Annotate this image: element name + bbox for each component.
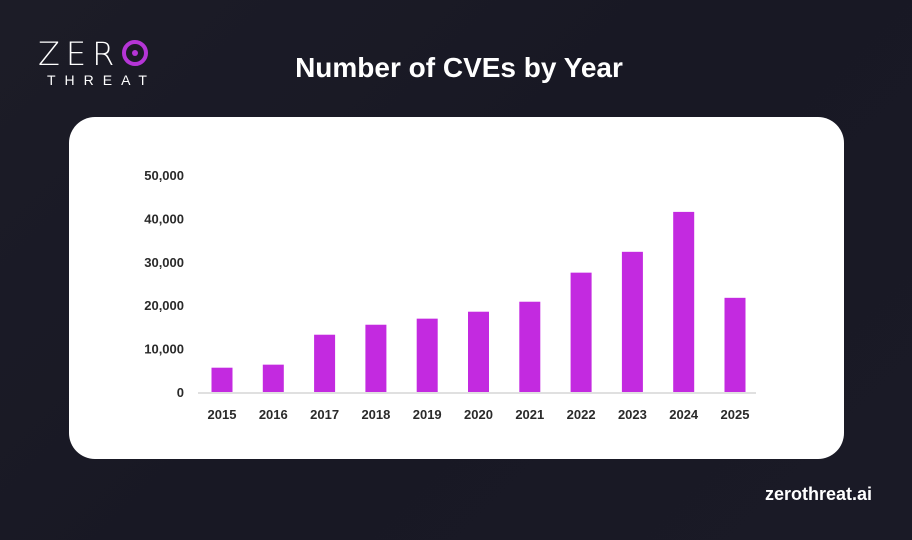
logo-text: ZER	[38, 35, 121, 73]
bar-2021	[519, 301, 541, 392]
bar-2019	[416, 318, 438, 392]
footer-site-link[interactable]: zerothreat.ai	[764, 484, 872, 504]
y-tick-label: 20,000	[144, 298, 184, 313]
x-tick-label: 2025	[721, 407, 750, 422]
x-tick-label: 2017	[310, 407, 339, 422]
x-tick-label: 2022	[567, 407, 596, 422]
bar-2022	[570, 272, 592, 392]
bar-2024	[673, 211, 695, 392]
y-tick-label: 10,000	[144, 342, 184, 357]
chart-title: Number of CVEs by Year	[295, 52, 623, 83]
x-tick-label: 2023	[618, 407, 647, 422]
logo-o-ring-icon	[122, 40, 149, 66]
x-tick-label: 2016	[259, 407, 288, 422]
x-tick-label: 2019	[413, 407, 442, 422]
x-tick-label: 2018	[361, 407, 390, 422]
bar-2020	[468, 311, 489, 392]
bar-2016	[262, 364, 284, 392]
x-tick-label: 2015	[208, 407, 237, 422]
bar-2017	[314, 334, 336, 392]
bar-2015	[211, 367, 233, 392]
logo-subtext: THREAT	[47, 72, 156, 88]
x-tick-label: 2020	[464, 407, 493, 422]
bar-2025	[724, 297, 746, 392]
zerothreat-logo: ZER THREAT	[38, 38, 156, 88]
x-tick-label: 2021	[515, 407, 544, 422]
y-tick-label: 0	[177, 385, 184, 400]
bar-2018	[365, 324, 387, 392]
y-tick-label: 30,000	[144, 255, 184, 270]
chart-card	[69, 117, 844, 459]
bar-2023	[621, 251, 643, 392]
x-tick-label: 2024	[669, 407, 699, 422]
y-tick-label: 40,000	[144, 211, 184, 226]
y-tick-label: 50,000	[144, 168, 184, 183]
